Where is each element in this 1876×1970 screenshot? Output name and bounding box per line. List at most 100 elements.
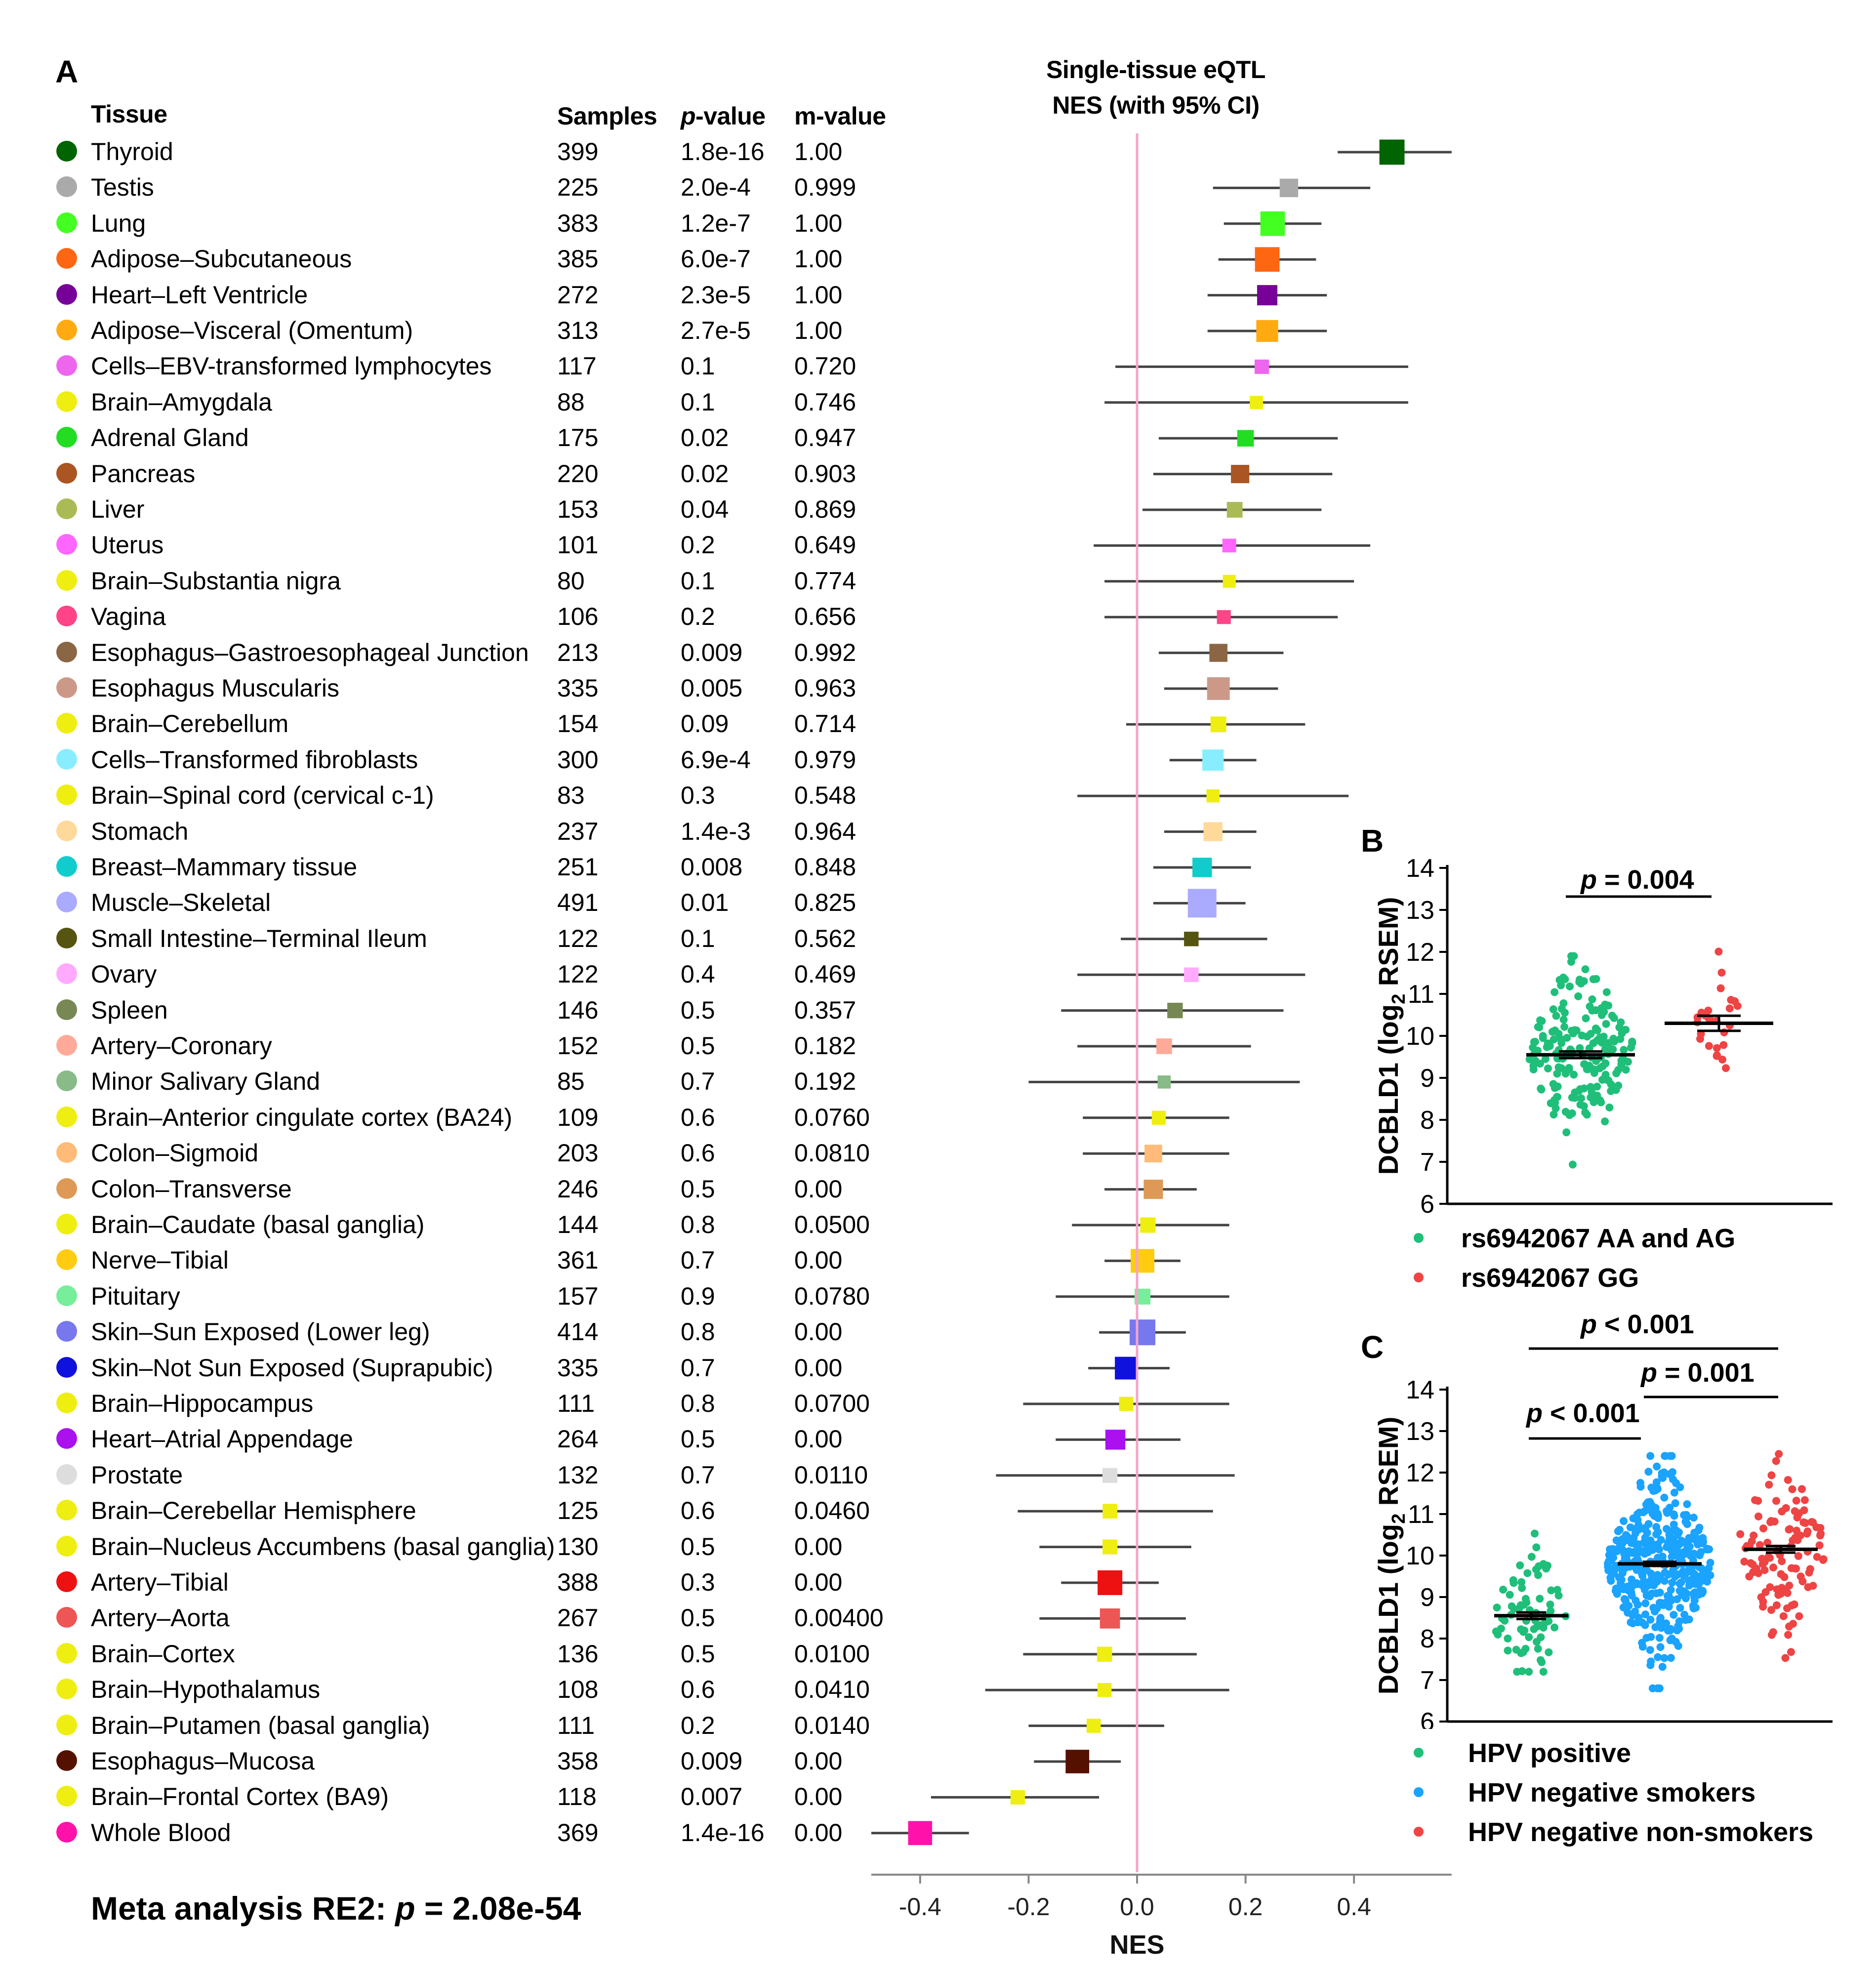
y-tick-label: 12 [1406,938,1434,967]
tissue-color-dot [56,1142,77,1163]
data-point [1534,1644,1542,1653]
nes-square [1156,1038,1172,1054]
tissue-name: Minor Salivary Gland [91,1067,321,1096]
meta-p-italic: p [395,1890,415,1927]
meta-prefix: Meta analysis RE2: [91,1890,396,1927]
mvalue-value: 0.947 [794,424,856,452]
tissue-color-dot [56,999,77,1020]
mvalue-value: 0.00 [794,1532,843,1560]
mvalue-value: 0.0700 [794,1390,870,1417]
data-point [1595,1064,1604,1072]
tissue-color-dot [56,534,77,555]
tissue-name: Heart–Atrial Appendage [91,1425,353,1453]
tissue-name: Brain–Anterior cingulate cortex (BA24) [91,1103,513,1131]
tissue-row: Colon–Transverse 246 0.5 0.00 [0,1172,938,1207]
data-point [1587,1093,1595,1102]
samples-value: 109 [557,1103,599,1131]
tissue-row: Esophagus–Mucosa 358 0.009 0.00 [0,1744,938,1779]
mvalue-value: 0.0500 [794,1211,870,1238]
pvalue-value: 0.5 [681,1604,715,1632]
data-point [1574,992,1583,1000]
data-point [1535,1023,1544,1031]
tissue-row: Artery–Coronary 152 0.5 0.182 [0,1028,938,1064]
data-point [1803,1527,1812,1536]
mvalue-value: 0.0460 [794,1497,870,1525]
data-point [1680,1511,1688,1519]
tissue-name: Brain–Hypothalamus [91,1676,321,1704]
samples-value: 358 [557,1747,599,1775]
y-tick-label: 7 [1420,1666,1434,1695]
data-point [1716,984,1725,992]
data-point [1646,1646,1654,1654]
samples-value: 83 [557,781,585,810]
tissue-row: Brain–Hypothalamus 108 0.6 0.0410 [0,1672,938,1708]
mvalue-value: 0.825 [794,889,856,917]
data-point [1792,1496,1800,1505]
pvalue-value: 1.4e-3 [681,817,751,845]
data-point [1600,1008,1608,1016]
panel-c-legend: HPV positive HPV negative smokers HPV ne… [1414,1738,1868,1856]
data-point [1799,1518,1808,1526]
x-tick-label: 0.0 [1120,1893,1154,1921]
data-point [1819,1556,1827,1564]
samples-value: 313 [557,317,599,344]
tissue-name: Small Intestine–Terminal Ileum [91,924,427,952]
tissue-name: Esophagus Muscularis [91,674,340,702]
tissue-color-dot [56,1249,77,1271]
tissue-name: Artery–Aorta [91,1604,230,1632]
tissue-color-dot [56,606,77,627]
samples-value: 225 [557,173,599,202]
data-point [1706,1559,1714,1567]
data-point [1647,1657,1655,1666]
legend-dot [1414,1233,1424,1243]
nes-square [1140,1217,1156,1233]
p-text: < 0.001 [1543,1398,1640,1428]
data-point [1552,1012,1560,1020]
panel-c-p-top: p < 0.001 [1581,1309,1694,1340]
tissue-color-dot [56,1356,77,1378]
tissue-color-dot [56,141,77,162]
tissue-color-dot [56,462,77,484]
data-point [1617,1018,1625,1026]
data-point [1780,1585,1788,1594]
data-point [1534,1046,1542,1055]
legend-label: HPV negative smokers [1468,1778,1756,1807]
data-point [1721,1064,1730,1072]
tissue-color-dot [56,748,77,770]
tissue-color-dot [56,1607,77,1628]
data-point [1667,1586,1675,1594]
meta-suffix: = 2.08e-54 [415,1890,581,1927]
data-point [1809,1518,1817,1526]
data-point [1517,1578,1526,1586]
data-point [1685,1581,1693,1590]
tissue-color-dot [56,1679,77,1700]
data-point [1521,1644,1530,1653]
data-point [1581,965,1590,974]
mvalue-value: 0.649 [794,531,856,559]
y-tick-label: 13 [1406,896,1434,925]
tissue-color-dot [56,1035,77,1056]
data-point [1703,1545,1711,1553]
data-point [1657,1624,1666,1632]
tissue-row: Brain–Frontal Cortex (BA9) 118 0.007 0.00 [0,1779,938,1815]
tissue-color-dot [56,1786,77,1807]
tissue-name: Brain–Nucleus Accumbens (basal ganglia) [91,1532,555,1560]
samples-value: 146 [557,996,599,1024]
data-point [1647,1576,1655,1584]
data-point [1525,1668,1533,1676]
nes-square [1192,858,1212,877]
tissue-name: Skin–Sun Exposed (Lower leg) [91,1318,430,1346]
y-tick-label: 12 [1406,1459,1434,1487]
data-point [1784,1476,1792,1484]
tissue-row: Esophagus Muscularis 335 0.005 0.963 [0,671,938,706]
data-point [1607,1087,1615,1095]
x-tick-label: -0.2 [1007,1893,1050,1921]
pvalue-value: 0.2 [681,1711,715,1739]
tissue-name: Uterus [91,531,164,559]
data-point [1682,1569,1690,1577]
nes-square [1131,1249,1154,1273]
pvalue-value: 0.04 [681,495,729,523]
data-point [1796,1572,1805,1581]
data-point [1694,1550,1703,1559]
